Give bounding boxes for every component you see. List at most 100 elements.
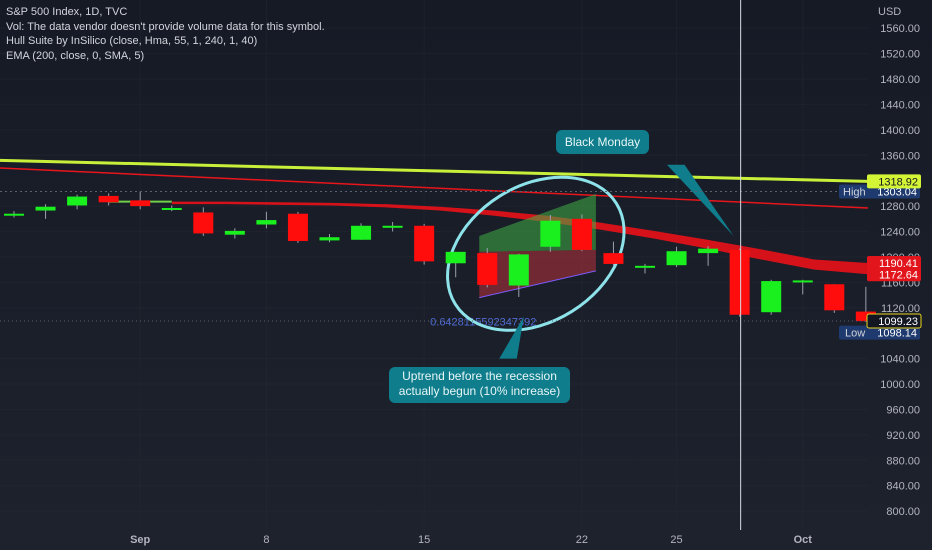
candle — [729, 248, 750, 317]
legend-ema[interactable]: EMA (200, close, 0, SMA, 5) — [6, 49, 145, 62]
candle — [603, 241, 624, 266]
candle-body-bull — [508, 254, 529, 286]
fib-channel-lower[interactable] — [479, 249, 596, 298]
candlestick-series — [4, 191, 876, 322]
price-tag-value: 1099.23 — [878, 316, 918, 328]
overlay-lines — [0, 0, 868, 530]
candle-body-bull — [540, 220, 561, 247]
candle — [224, 228, 245, 239]
uptrend-callout-line2: actually begun (10% increase) — [398, 384, 561, 398]
time-tick-label: Oct — [794, 534, 813, 546]
candle-body-bull — [224, 230, 245, 235]
highlight-ellipse[interactable] — [419, 146, 652, 362]
time-tick-label: 22 — [576, 534, 588, 546]
candle — [35, 204, 56, 219]
candle-body-bull — [319, 237, 340, 241]
uptrend-callout-pointer — [499, 316, 524, 359]
candle — [382, 221, 403, 232]
candle — [161, 205, 182, 212]
candle-body-bull — [792, 280, 813, 283]
candle — [508, 253, 529, 297]
candle — [319, 234, 340, 243]
candle-body-bull — [698, 248, 719, 254]
candle — [666, 246, 687, 268]
price-axis[interactable]: USD 1560.00 1520.00 1480.00 1440.00 1400.00 13… — [839, 6, 922, 518]
candle-body-bear — [414, 225, 435, 262]
price-tick-label: 1480.00 — [880, 74, 920, 86]
black-monday-callout[interactable]: Black Monday — [556, 130, 649, 154]
price-tick-label: 1280.00 — [880, 201, 920, 213]
candle — [761, 279, 782, 315]
candle-body-bull — [161, 207, 182, 210]
candle-body-bear — [193, 212, 214, 234]
candle — [256, 211, 277, 229]
candle — [287, 211, 308, 243]
uptrend-callout[interactable]: Uptrend before the recession actually be… — [389, 367, 570, 403]
candle — [477, 248, 498, 288]
candle — [540, 214, 561, 252]
price-tick-label: 1000.00 — [880, 379, 920, 391]
time-axis[interactable]: Sep 8 15 22 25 Oct — [0, 530, 932, 550]
legend-volume[interactable]: Vol: The data vendor doesn't provide vol… — [6, 20, 325, 33]
candle-body-bull — [4, 213, 24, 216]
candle — [635, 263, 655, 274]
price-tick-label: 920.00 — [886, 430, 920, 442]
hull-suite-band — [171, 201, 868, 275]
time-tick-label: 25 — [670, 534, 682, 546]
candle-body-bear — [571, 218, 592, 250]
time-tick-label: 8 — [263, 534, 269, 546]
candle-body-bull — [666, 251, 687, 266]
legend-symbol[interactable]: S&P 500 Index, 1D, TVC — [6, 6, 128, 18]
time-axis-background — [0, 530, 932, 550]
fib-channel-upper[interactable] — [479, 194, 596, 252]
candle-body-bull — [635, 265, 655, 268]
price-tick-label: 1440.00 — [880, 99, 920, 111]
candle — [193, 207, 214, 236]
uptrend-callout-line1: Uptrend before the recession — [402, 369, 557, 383]
ema-red-line — [0, 167, 869, 209]
price-tag-box — [867, 267, 921, 282]
price-tag-value: 1318.92 — [878, 176, 918, 188]
candle-body-bull — [445, 251, 466, 264]
price-tick-label: 1040.00 — [880, 354, 920, 366]
price-tick-label: 1120.00 — [881, 303, 920, 315]
candle — [445, 251, 466, 278]
candle-body-bear — [855, 311, 876, 322]
price-tick-label: 1520.00 — [880, 49, 920, 61]
price-tick-label: 880.00 — [886, 455, 920, 467]
price-tag-box — [867, 256, 921, 271]
legend-hull-suite[interactable]: Hull Suite by InSilico (close, Hma, 55, … — [6, 35, 258, 47]
time-tick-label: Sep — [130, 534, 150, 546]
low-tag-value: 1098.14 — [877, 328, 917, 340]
drawing-tools[interactable]: 0.6428115592347392 — [419, 146, 734, 362]
price-tick-label: 1240.00 — [880, 227, 920, 239]
time-tick-label: 15 — [418, 534, 430, 546]
candle-body-bull — [382, 225, 403, 228]
candle-body-bear — [98, 195, 119, 203]
price-tick-label: 960.00 — [886, 404, 920, 416]
candle — [351, 223, 372, 240]
candle — [67, 194, 88, 210]
ema-200-line — [0, 158, 869, 183]
candle — [571, 214, 592, 252]
fib-baseline[interactable] — [479, 270, 597, 299]
fib-ratio-label: 0.6428115592347392 — [430, 317, 536, 329]
candle — [698, 246, 719, 266]
candle-body-bull — [351, 225, 372, 240]
chart-legend: S&P 500 Index, 1D, TVC Vol: The data ven… — [6, 5, 325, 63]
candle-body-bear — [287, 213, 308, 242]
candle-body-bear — [824, 284, 845, 311]
price-tick-label: 1400.00 — [880, 125, 920, 137]
price-tick-label: 1560.00 — [880, 23, 920, 35]
candle — [414, 223, 435, 265]
low-tag-label: Low — [845, 328, 865, 340]
price-tag-box — [866, 313, 922, 329]
candle-body-bear — [729, 249, 750, 315]
price-tag-value: 1172.64 — [879, 269, 918, 281]
high-tag-label: High — [843, 186, 866, 198]
candle-body-bull — [67, 196, 88, 206]
candle — [4, 211, 24, 218]
currency-label: USD — [878, 6, 901, 18]
